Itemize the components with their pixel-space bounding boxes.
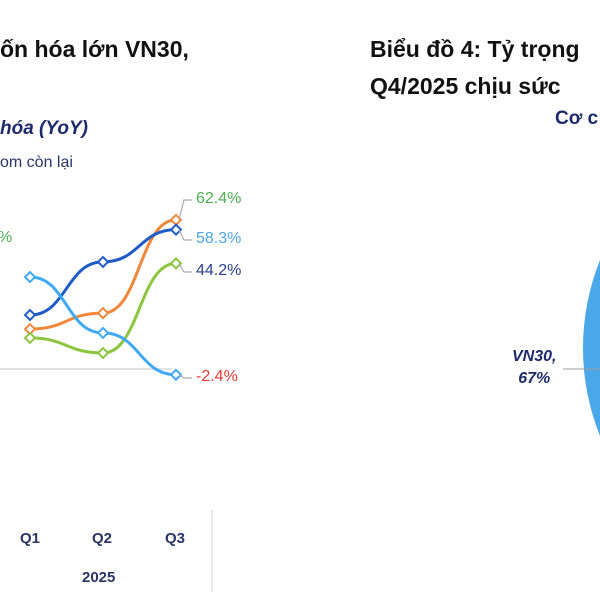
data-point — [169, 256, 183, 270]
leader-line — [178, 199, 192, 221]
partial-data-label: % — [0, 229, 12, 247]
data-point — [169, 223, 183, 237]
x-tick-label: Q1 — [20, 530, 41, 547]
leader-line — [178, 263, 192, 273]
data-point — [23, 308, 37, 322]
x-tick-label: Q2 — [92, 530, 113, 547]
left-chart-subtitle: hóa (YoY) — [0, 118, 88, 139]
data-label: 44.2% — [196, 262, 242, 279]
pie-label: VN30, 67% — [512, 346, 556, 390]
pie-label-value: 67% — [518, 370, 551, 387]
leader-line — [178, 229, 192, 241]
right-chart-title-line1: Biểu đồ 4: Tỷ trọng — [370, 36, 580, 62]
data-point — [23, 331, 37, 345]
data-point — [169, 368, 183, 382]
leader-line — [178, 374, 192, 379]
pie-slice-vn30 — [583, 260, 600, 436]
x-group-label: 2025 — [82, 569, 116, 586]
data-label: 62.4% — [196, 190, 242, 207]
left-chart-title: ốn hóa lớn VN30, — [0, 36, 189, 62]
data-point — [96, 326, 110, 340]
right-chart-title-line2: Q4/2025 chịu sức — [370, 73, 561, 99]
x-tick-label: Q3 — [165, 530, 186, 547]
data-point — [23, 322, 37, 336]
legend-fragment: om còn lại — [0, 154, 73, 171]
data-label: 58.3% — [196, 230, 242, 247]
data-point — [96, 306, 110, 320]
data-point — [169, 213, 183, 227]
data-label: -2.4% — [196, 368, 238, 385]
right-chart-subtitle: Cơ c — [555, 108, 599, 129]
data-point — [96, 255, 110, 269]
pie-label-name: VN30, — [512, 348, 557, 365]
data-point — [23, 270, 37, 284]
data-point — [96, 346, 110, 360]
